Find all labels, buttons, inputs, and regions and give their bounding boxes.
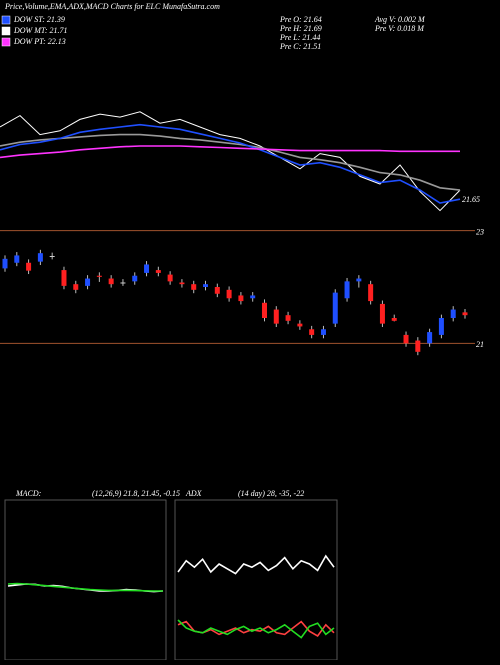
candle-body xyxy=(120,282,126,284)
y-tick-label: 21 xyxy=(476,340,484,349)
series-line xyxy=(177,619,335,639)
candle-body xyxy=(285,315,291,321)
candle-body xyxy=(132,275,138,282)
candle-body xyxy=(273,309,279,324)
info-text: Pre O: 21.64 xyxy=(279,15,322,24)
candle-body xyxy=(238,295,244,302)
candle-body xyxy=(438,318,444,335)
candle-body xyxy=(320,329,326,335)
info-text: Pre V: 0.018 M xyxy=(374,24,425,33)
candle-body xyxy=(108,278,114,285)
info-text: Pre H: 21.69 xyxy=(279,24,322,33)
candle-body xyxy=(214,287,220,294)
info-text: Avg V: 0.002 M xyxy=(374,15,426,24)
info-text: Pre L: 21.44 xyxy=(279,33,320,42)
legend-swatch xyxy=(1,26,11,36)
candle-body xyxy=(155,270,161,273)
candle-body xyxy=(261,302,267,318)
series-line xyxy=(177,554,335,575)
candle-body xyxy=(167,274,173,282)
y-tick-label: 23 xyxy=(476,227,484,236)
candle-body xyxy=(356,278,362,282)
candle-body xyxy=(332,292,338,324)
candle-body xyxy=(26,262,32,271)
series-line xyxy=(0,133,461,191)
candle-body xyxy=(226,289,232,299)
series-line xyxy=(0,111,461,212)
candle-body xyxy=(427,332,433,344)
candle-body xyxy=(179,282,185,285)
legend-label: DOW PT: 22.13 xyxy=(13,37,66,46)
candle-body xyxy=(391,318,397,321)
panel-title: ADX xyxy=(185,489,203,498)
candle-body xyxy=(403,334,409,344)
candle-body xyxy=(462,312,468,316)
series-line xyxy=(0,145,460,159)
candle-body xyxy=(144,264,150,273)
legend-swatch xyxy=(1,37,11,47)
annotation: 21.65 xyxy=(462,195,480,204)
candle-body xyxy=(73,284,79,290)
legend-swatch xyxy=(1,15,11,25)
candle-body xyxy=(344,281,350,299)
candle-body xyxy=(96,275,102,277)
candle-body xyxy=(49,256,55,257)
candle-body xyxy=(85,278,91,286)
candle-body xyxy=(250,295,256,299)
candle-body xyxy=(191,284,197,290)
candle-body xyxy=(415,340,421,352)
candle-body xyxy=(309,329,315,335)
candle-body xyxy=(203,284,209,287)
panel-subtitle: (12,26,9) 21.8, 21.45, -0.15 xyxy=(92,489,180,498)
candle-body xyxy=(37,253,43,262)
candle-body xyxy=(297,323,303,327)
info-text: Pre C: 21.51 xyxy=(279,42,321,51)
legend-label: DOW ST: 21.39 xyxy=(13,15,65,24)
legend-label: DOW MT: 21.71 xyxy=(13,26,68,35)
panel-subtitle: (14 day) 28, -35, -22 xyxy=(238,489,304,498)
candle-body xyxy=(368,284,374,302)
candle-body xyxy=(61,270,67,286)
series-line xyxy=(0,123,461,204)
chart-title: Price,Volume,EMA,ADX,MACD Charts for ELC… xyxy=(4,2,220,11)
candle-body xyxy=(450,309,456,318)
candle-body xyxy=(379,303,385,324)
panel-title: MACD: xyxy=(15,489,42,498)
series-line xyxy=(7,582,163,592)
candle-body xyxy=(2,258,8,269)
candle-body xyxy=(14,255,20,263)
